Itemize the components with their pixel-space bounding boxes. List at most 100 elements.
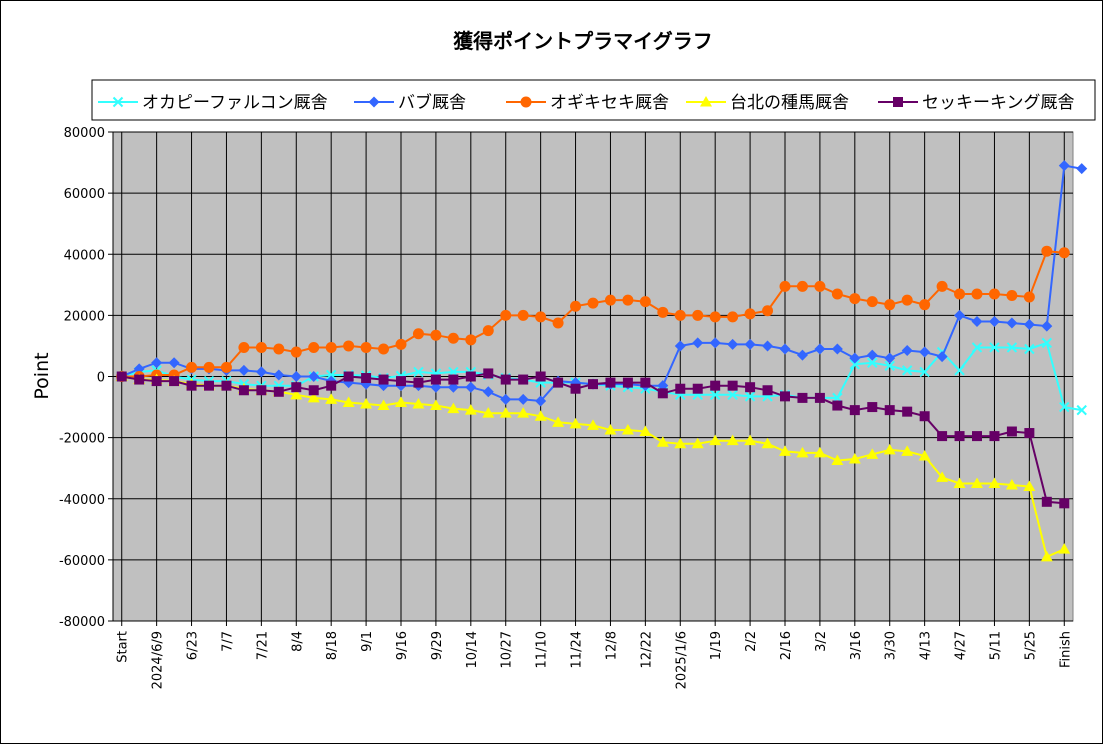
series-3-point	[447, 332, 459, 344]
series-5-point	[553, 377, 564, 388]
series-5-point	[797, 392, 808, 403]
series-5-point	[745, 382, 756, 393]
series-4-point	[726, 434, 739, 446]
series-2-point	[482, 386, 494, 398]
series-4-point	[639, 425, 652, 437]
series-3-point	[709, 311, 721, 323]
series-5-point	[1041, 496, 1052, 507]
y-tick-label: 0	[97, 371, 105, 386]
series-2-point	[1058, 160, 1070, 172]
x-tick-labels: Start 2024/6/9 6/23 7/7 7/21 8/4 8/18 9/1 9/16 9/…	[116, 631, 1074, 689]
series-1-point	[1006, 342, 1018, 353]
series-2-point	[727, 338, 739, 350]
series-4-point	[517, 407, 530, 418]
series-4-point	[709, 434, 722, 446]
series-5-point	[919, 411, 930, 422]
series-3-point	[814, 280, 826, 292]
series-5-point	[972, 431, 982, 442]
series-1-point	[919, 366, 930, 378]
y-tick-label: 20000	[64, 309, 105, 324]
series-5-point	[186, 380, 197, 391]
x-tick-label: 10/14	[465, 631, 480, 668]
y-tick-label: 60000	[64, 187, 105, 202]
series-4-point	[656, 436, 669, 447]
x-tick-label: 6/23	[186, 631, 201, 660]
series-3-point	[203, 361, 215, 373]
series-2-point	[535, 395, 547, 407]
y-axis-label: Point	[31, 352, 53, 399]
series-2-point	[954, 309, 966, 321]
series-5-point	[326, 380, 337, 391]
x-tick-label: 2024/6/9	[151, 631, 166, 689]
series-3-point	[849, 293, 861, 305]
series-5-point	[605, 377, 616, 388]
series-2-point	[849, 352, 861, 364]
series-2-point	[255, 366, 267, 378]
series-5-point	[937, 431, 948, 442]
series-3-point	[762, 305, 774, 317]
series-5-point	[291, 382, 302, 393]
series-5-point	[535, 371, 546, 382]
series-5-point	[256, 385, 267, 396]
x-tick-label: 11/10	[535, 631, 550, 668]
series-5-point	[448, 374, 459, 385]
legend-swatch-marker	[700, 96, 712, 107]
series-4-point	[813, 446, 826, 458]
series-5-point	[500, 374, 511, 385]
series-4-point	[866, 448, 879, 459]
series-5-point	[640, 377, 651, 388]
x-tick-label: 9/29	[430, 631, 445, 660]
series-3-point	[1041, 245, 1053, 257]
series-1-point	[744, 391, 756, 402]
legend-label: セッキーキング厩舎	[922, 93, 1075, 113]
series-group	[115, 160, 1088, 562]
series-4-point	[796, 446, 809, 458]
x-tick-label: 9/1	[360, 631, 375, 652]
x-tick-label: Start	[116, 631, 131, 663]
series-5-point	[1006, 426, 1017, 437]
series-2-point	[692, 337, 704, 349]
legend-label: オカピーファルコン厩舎	[142, 93, 328, 113]
series-5-point	[116, 371, 127, 382]
series-3-point	[395, 338, 407, 350]
x-tick-label: 9/16	[395, 631, 410, 660]
series-3-point	[255, 341, 267, 353]
legend-box	[91, 79, 1096, 121]
series-4-point	[464, 404, 477, 415]
x-tick-label: 2/16	[779, 631, 794, 660]
y-tick-label: 80000	[64, 126, 105, 141]
series-4-point	[674, 437, 687, 449]
x-tick-label: 12/22	[639, 631, 654, 668]
legend-item-2: バブ厩舎	[354, 92, 466, 113]
series-1-point	[1059, 401, 1070, 413]
series-3-point	[325, 341, 337, 353]
series-3-point	[378, 343, 390, 355]
series-4-point	[744, 434, 757, 446]
series-3-point	[587, 297, 599, 309]
series-1-point	[867, 357, 878, 368]
series-3-point	[692, 309, 704, 321]
series-1-point	[954, 365, 965, 376]
series-3-point	[796, 280, 808, 292]
series-5-point	[204, 380, 214, 391]
series-4-point	[1040, 550, 1053, 562]
series-2-point	[273, 369, 285, 381]
series-5-point	[849, 405, 860, 416]
series-4-point	[587, 419, 599, 430]
axes	[108, 131, 1073, 626]
series-4-point	[499, 407, 512, 418]
series-3-point	[220, 361, 232, 373]
series-5-point	[762, 385, 773, 396]
series-3-point	[919, 299, 931, 311]
series-3-point	[954, 288, 966, 300]
x-tick-label: 4/27	[954, 631, 969, 660]
series-5-point	[483, 368, 494, 379]
x-tick-label: 2/2	[744, 631, 759, 652]
series-3-point	[570, 300, 582, 312]
legend-swatch-marker	[368, 96, 380, 108]
series-5-point	[273, 386, 284, 397]
series-2-point	[744, 338, 756, 350]
series-5-point	[727, 380, 738, 391]
series-2-point	[709, 337, 721, 349]
